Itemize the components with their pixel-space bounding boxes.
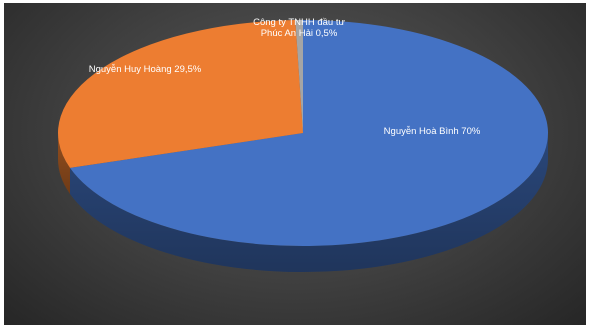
slice-3-top <box>295 20 303 133</box>
slice-1-top <box>69 20 548 247</box>
slice-2-label: Nguyễn Huy Hoàng 29,5% <box>89 64 202 75</box>
pie-chart: Nguyễn Hoà Bình 70% Nguyễn Huy Hoàng 29,5… <box>57 17 548 272</box>
slice-2-side-shade <box>58 133 70 194</box>
slice-1-label: Nguyễn Hoà Bình 70% <box>384 126 481 137</box>
slice-3-label: Công ty TNHH đầu tư Phúc An Hải 0,5% <box>253 17 345 39</box>
chart-frame: Nguyễn Hoà Bình 70% Nguyễn Huy Hoàng 29,5… <box>4 3 586 325</box>
slice-1-side-shade <box>69 133 548 272</box>
slice-2-top <box>57 20 304 168</box>
